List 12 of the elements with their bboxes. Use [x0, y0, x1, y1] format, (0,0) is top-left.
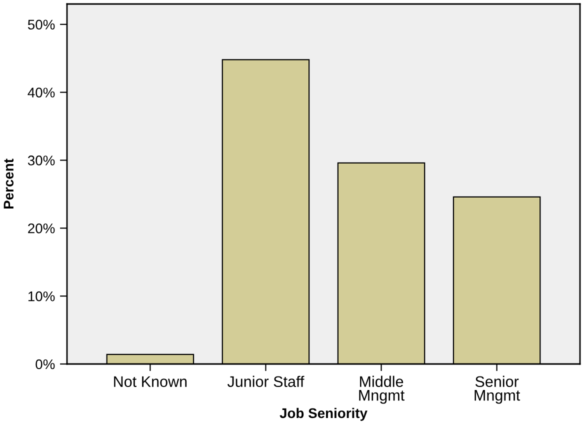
- y-tick-label: 40%: [28, 88, 55, 98]
- x-tick-label: Senior Mngmt: [474, 376, 520, 404]
- y-tick-label: 0%: [36, 359, 55, 370]
- y-axis-title: Percent: [4, 158, 14, 209]
- x-tick-label: Middle Mngmt: [359, 376, 405, 404]
- y-tick-label: 10%: [28, 291, 55, 302]
- x-axis-title: Job Seniority: [280, 408, 368, 421]
- x-tick-label: Not Known: [114, 376, 187, 388]
- y-tick-label: 20%: [28, 223, 55, 234]
- y-tick-label: 50%: [28, 20, 55, 30]
- x-tick-label: Junior Staff: [227, 376, 304, 388]
- y-tick-label: 30%: [28, 156, 55, 166]
